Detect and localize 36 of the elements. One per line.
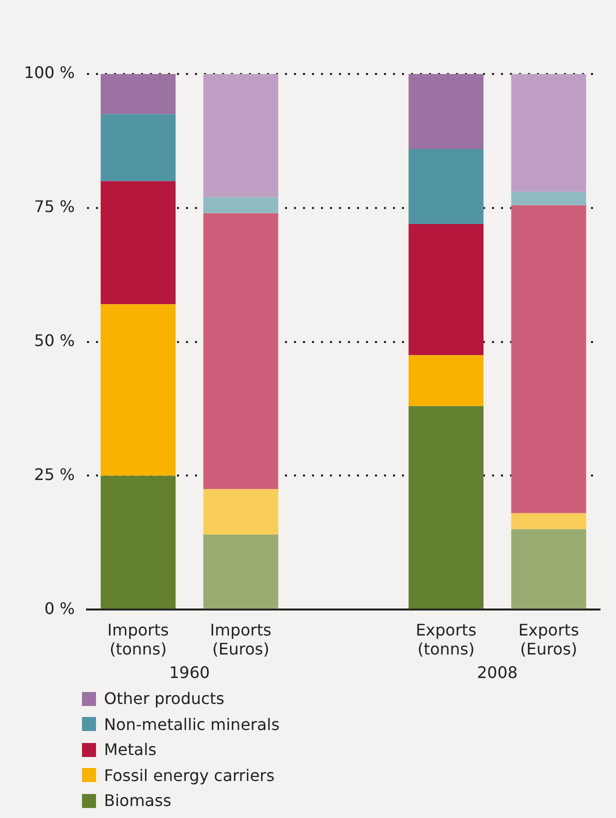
bar (203, 489, 278, 535)
bar (100, 181, 176, 304)
bar (511, 513, 586, 530)
y-tick-label: 100 % (24, 63, 75, 82)
legend-label: Non-metallic minerals (104, 714, 280, 734)
bar (203, 197, 278, 214)
bar (203, 534, 278, 609)
y-tick-label: 75 % (34, 197, 75, 216)
text: 2008 (477, 663, 518, 682)
bar (203, 74, 278, 198)
text: 1960 (169, 663, 210, 682)
bar (408, 224, 484, 356)
x-tick-label: Imports (tonns) (107, 620, 169, 659)
legend-label: Other products (104, 689, 224, 708)
bar (511, 192, 586, 206)
bar (511, 205, 586, 514)
bar (408, 355, 484, 406)
y-tick-label: 0 % (44, 598, 75, 618)
bar (408, 148, 484, 224)
legend-label: Biomass (104, 791, 172, 810)
legend-label: Metals (104, 740, 157, 760)
x-tick-label: Exports (Euros) (518, 620, 580, 659)
bar (511, 74, 586, 192)
x-tick-label: Imports (Euros) (210, 620, 272, 659)
bar (408, 74, 484, 149)
bar (100, 114, 176, 182)
y-tick-label: 50 % (34, 330, 75, 350)
bar (100, 476, 176, 609)
x-tick-label: Exports (tonns) (416, 620, 476, 659)
bar (408, 406, 484, 609)
bar (511, 529, 586, 609)
bar (203, 213, 278, 490)
bar (100, 304, 176, 476)
legend-label: Fossil energy carriers (104, 766, 275, 785)
y-tick-label: 25 % (34, 464, 75, 484)
bar (100, 74, 176, 114)
